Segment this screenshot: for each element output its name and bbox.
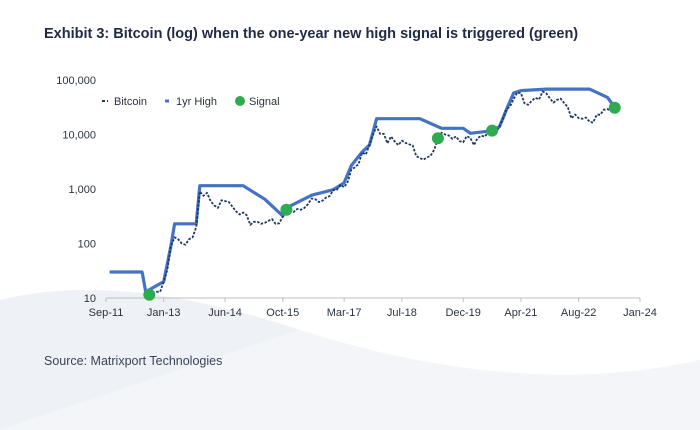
- series-layer: [109, 87, 616, 297]
- y-tick-label: 100: [78, 239, 96, 251]
- y-tick-label: 100,000: [56, 75, 96, 87]
- bitcoin-series-line: [145, 90, 616, 297]
- x-tick-label: Apr-21: [504, 307, 537, 319]
- legend: Bitcoin 1yr High Signal: [102, 96, 280, 108]
- legend-signal-label: Signal: [249, 96, 280, 108]
- legend-high-label: 1yr High: [176, 96, 217, 108]
- legend-signal-swatch: [235, 96, 245, 106]
- signal-point: [143, 288, 156, 301]
- y-tick-label: 1,000: [68, 184, 96, 196]
- legend-bitcoin-label: Bitcoin: [114, 96, 147, 108]
- high-series-line: [109, 87, 616, 294]
- signal-point: [431, 132, 444, 145]
- x-tick-label: Jul-18: [387, 307, 417, 319]
- x-tick-label: Mar-17: [327, 307, 362, 319]
- chart-title: Exhibit 3: Bitcoin (log) when the one-ye…: [44, 26, 579, 42]
- x-tick-label: Jan-13: [147, 307, 181, 319]
- signal-point: [280, 203, 293, 216]
- signal-point: [486, 124, 499, 137]
- x-tick-label: Aug-22: [561, 307, 596, 319]
- source-note: Source: Matrixport Technologies: [44, 354, 223, 368]
- y-tick-label: 10: [84, 293, 96, 305]
- axis-layer: 10 100 1,000 10,000 100,000 Sep-11 Jan-13 Jun-1…: [56, 75, 657, 319]
- x-tick-label: Sep-11: [89, 307, 124, 319]
- signal-layer: [143, 101, 621, 301]
- x-tick-label: Jun-14: [208, 307, 242, 319]
- signal-point: [608, 101, 621, 114]
- x-tick-label: Jan-24: [623, 307, 657, 319]
- x-tick-label: Oct-15: [266, 307, 299, 319]
- x-tick-label: Dec-19: [445, 307, 480, 319]
- y-tick-label: 10,000: [62, 130, 96, 142]
